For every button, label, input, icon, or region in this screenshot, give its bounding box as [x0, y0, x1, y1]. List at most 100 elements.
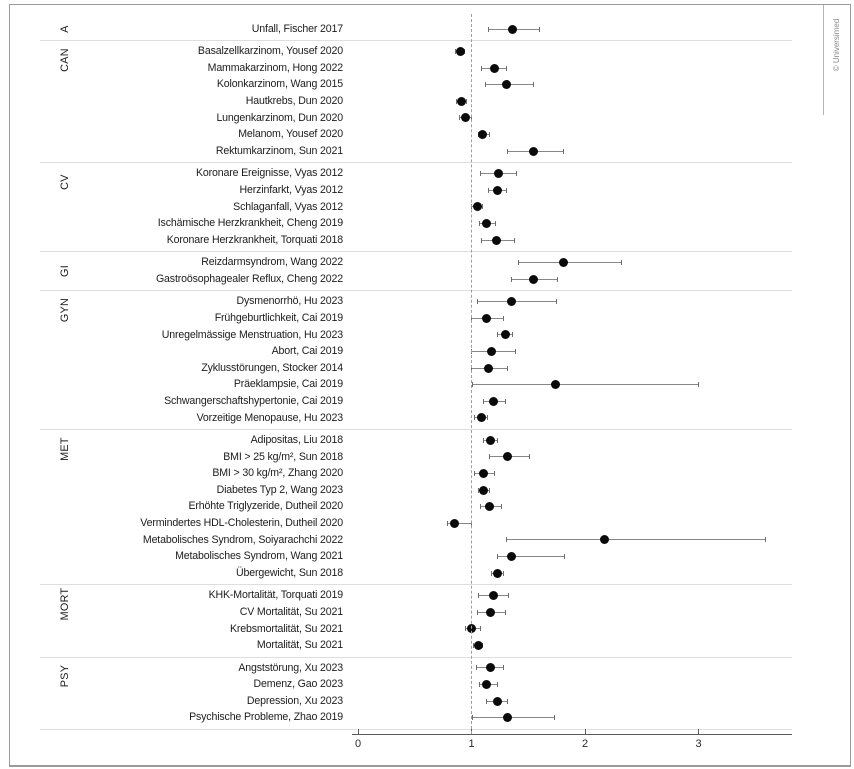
ci-cap-low — [477, 132, 479, 137]
study-label: Melanom, Yousef 2020 — [238, 128, 343, 141]
ci-interval — [472, 717, 555, 719]
ci-cap-high — [562, 148, 564, 154]
estimate-point — [485, 502, 495, 512]
estimate-point — [477, 413, 487, 423]
study-label: Vorzeitige Menopause, Hu 2023 — [196, 411, 344, 424]
category-separator — [40, 162, 792, 164]
category-separator — [40, 40, 792, 42]
ci-cap-low — [476, 299, 478, 305]
estimate-point — [529, 146, 539, 156]
ci-cap-high — [482, 642, 484, 648]
ci-interval — [506, 539, 766, 541]
category-separator — [40, 656, 792, 658]
ci-cap-high — [466, 98, 468, 104]
study-label: BMI > 30 kg/m², Zhang 2020 — [212, 467, 343, 480]
ci-cap-high — [506, 187, 508, 193]
study-label: Schwangerschaftshypertonie, Cai 2019 — [164, 394, 343, 407]
x-tick-label: 0 — [354, 737, 362, 750]
ci-cap-low — [506, 537, 508, 543]
estimate-point — [456, 96, 466, 106]
estimate-point — [455, 47, 465, 56]
estimate-point — [479, 469, 489, 478]
study-label: Übergewicht, Sun 2018 — [236, 566, 343, 579]
ci-cap-high — [516, 171, 518, 177]
estimate-point — [550, 380, 560, 390]
ci-cap-high — [489, 487, 491, 493]
estimate-point — [507, 24, 517, 34]
ci-cap-low — [497, 332, 499, 338]
ci-cap-high — [505, 398, 507, 404]
ci-cap-low — [480, 504, 482, 510]
ci-cap-low — [483, 437, 485, 443]
category-label: CAN — [59, 47, 71, 72]
ci-interval — [472, 384, 699, 386]
x-axis-tick — [584, 728, 586, 734]
estimate-point — [494, 169, 504, 179]
ci-cap-low — [473, 642, 475, 648]
estimate-point — [479, 485, 489, 495]
study-label: Gastroösophagealer Reflux, Cheng 2022 — [155, 272, 343, 285]
study-label: BMI > 25 kg/m², Sun 2018 — [223, 450, 343, 463]
ci-cap-high — [515, 348, 517, 354]
study-label: Abort, Cai 2019 — [271, 345, 344, 358]
category-separator — [40, 728, 792, 730]
ci-cap-high — [489, 132, 491, 137]
ci-cap-high — [564, 554, 566, 559]
study-label: Frühgeburtlichkeit, Cai 2019 — [214, 311, 343, 324]
study-label: Basalzellkarzinom, Yousef 2020 — [197, 45, 343, 58]
x-tick-label: 1 — [468, 737, 475, 750]
study-label: Demenz, Gao 2023 — [253, 678, 344, 691]
ci-cap-low — [507, 148, 509, 154]
study-label: Koronare Ereignisse, Vyas 2012 — [195, 167, 343, 180]
estimate-point — [481, 218, 491, 228]
estimate-point — [484, 363, 494, 373]
ci-interval — [477, 301, 557, 303]
estimate-point — [599, 535, 609, 545]
ci-cap-high — [502, 315, 504, 321]
x-tick-label: 3 — [695, 737, 702, 750]
ci-cap-high — [514, 237, 516, 243]
x-axis-tick — [357, 728, 359, 734]
ci-cap-low — [481, 65, 483, 71]
estimate-point — [493, 568, 503, 578]
study-label: Unregelmässige Menstruation, Hu 2023 — [161, 328, 343, 341]
ci-cap-low — [484, 82, 486, 88]
ci-cap-low — [476, 609, 478, 615]
ci-cap-high — [502, 570, 504, 576]
ci-cap-high — [528, 454, 530, 460]
ci-cap-low — [478, 220, 480, 226]
ci-cap-low — [475, 665, 477, 671]
study-label: Adipositas, Liu 2018 — [250, 434, 344, 446]
study-label: Mammakarzinom, Hong 2022 — [207, 61, 344, 74]
category-label: MET — [59, 436, 71, 461]
study-label: Metabolisches Syndrom, Soiyarachchi 2022 — [142, 533, 343, 546]
ci-cap-low — [488, 187, 490, 193]
ci-cap-low — [474, 471, 476, 476]
estimate-point — [486, 663, 496, 673]
study-label: Rektumkarzinom, Sun 2021 — [215, 144, 343, 157]
ci-cap-low — [517, 260, 519, 265]
ci-cap-low — [478, 682, 480, 687]
ci-cap-high — [557, 276, 559, 282]
estimate-point — [529, 274, 539, 284]
estimate-point — [461, 113, 471, 123]
ci-interval — [447, 522, 472, 524]
study-label: Vermindertes HDL-Cholesterin, Dutheil 20… — [140, 517, 343, 529]
estimate-point — [488, 396, 498, 406]
ci-cap-low — [474, 415, 476, 421]
ci-cap-high — [553, 715, 555, 721]
estimate-point — [506, 297, 516, 307]
ci-cap-low — [447, 520, 449, 526]
ci-cap-low — [477, 487, 479, 493]
ci-cap-low — [485, 698, 487, 704]
study-label: Lungenkarzinom, Dun 2020 — [216, 111, 343, 124]
ci-cap-low — [456, 98, 458, 104]
estimate-point — [487, 346, 497, 356]
estimate-point — [491, 235, 501, 245]
study-label: Reizdarmsyndrom, Wang 2022 — [201, 256, 343, 269]
estimate-point — [503, 452, 513, 462]
ci-cap-high — [764, 537, 766, 543]
study-label: Hautkrebs, Dun 2020 — [245, 95, 343, 107]
ci-cap-low — [472, 715, 474, 721]
